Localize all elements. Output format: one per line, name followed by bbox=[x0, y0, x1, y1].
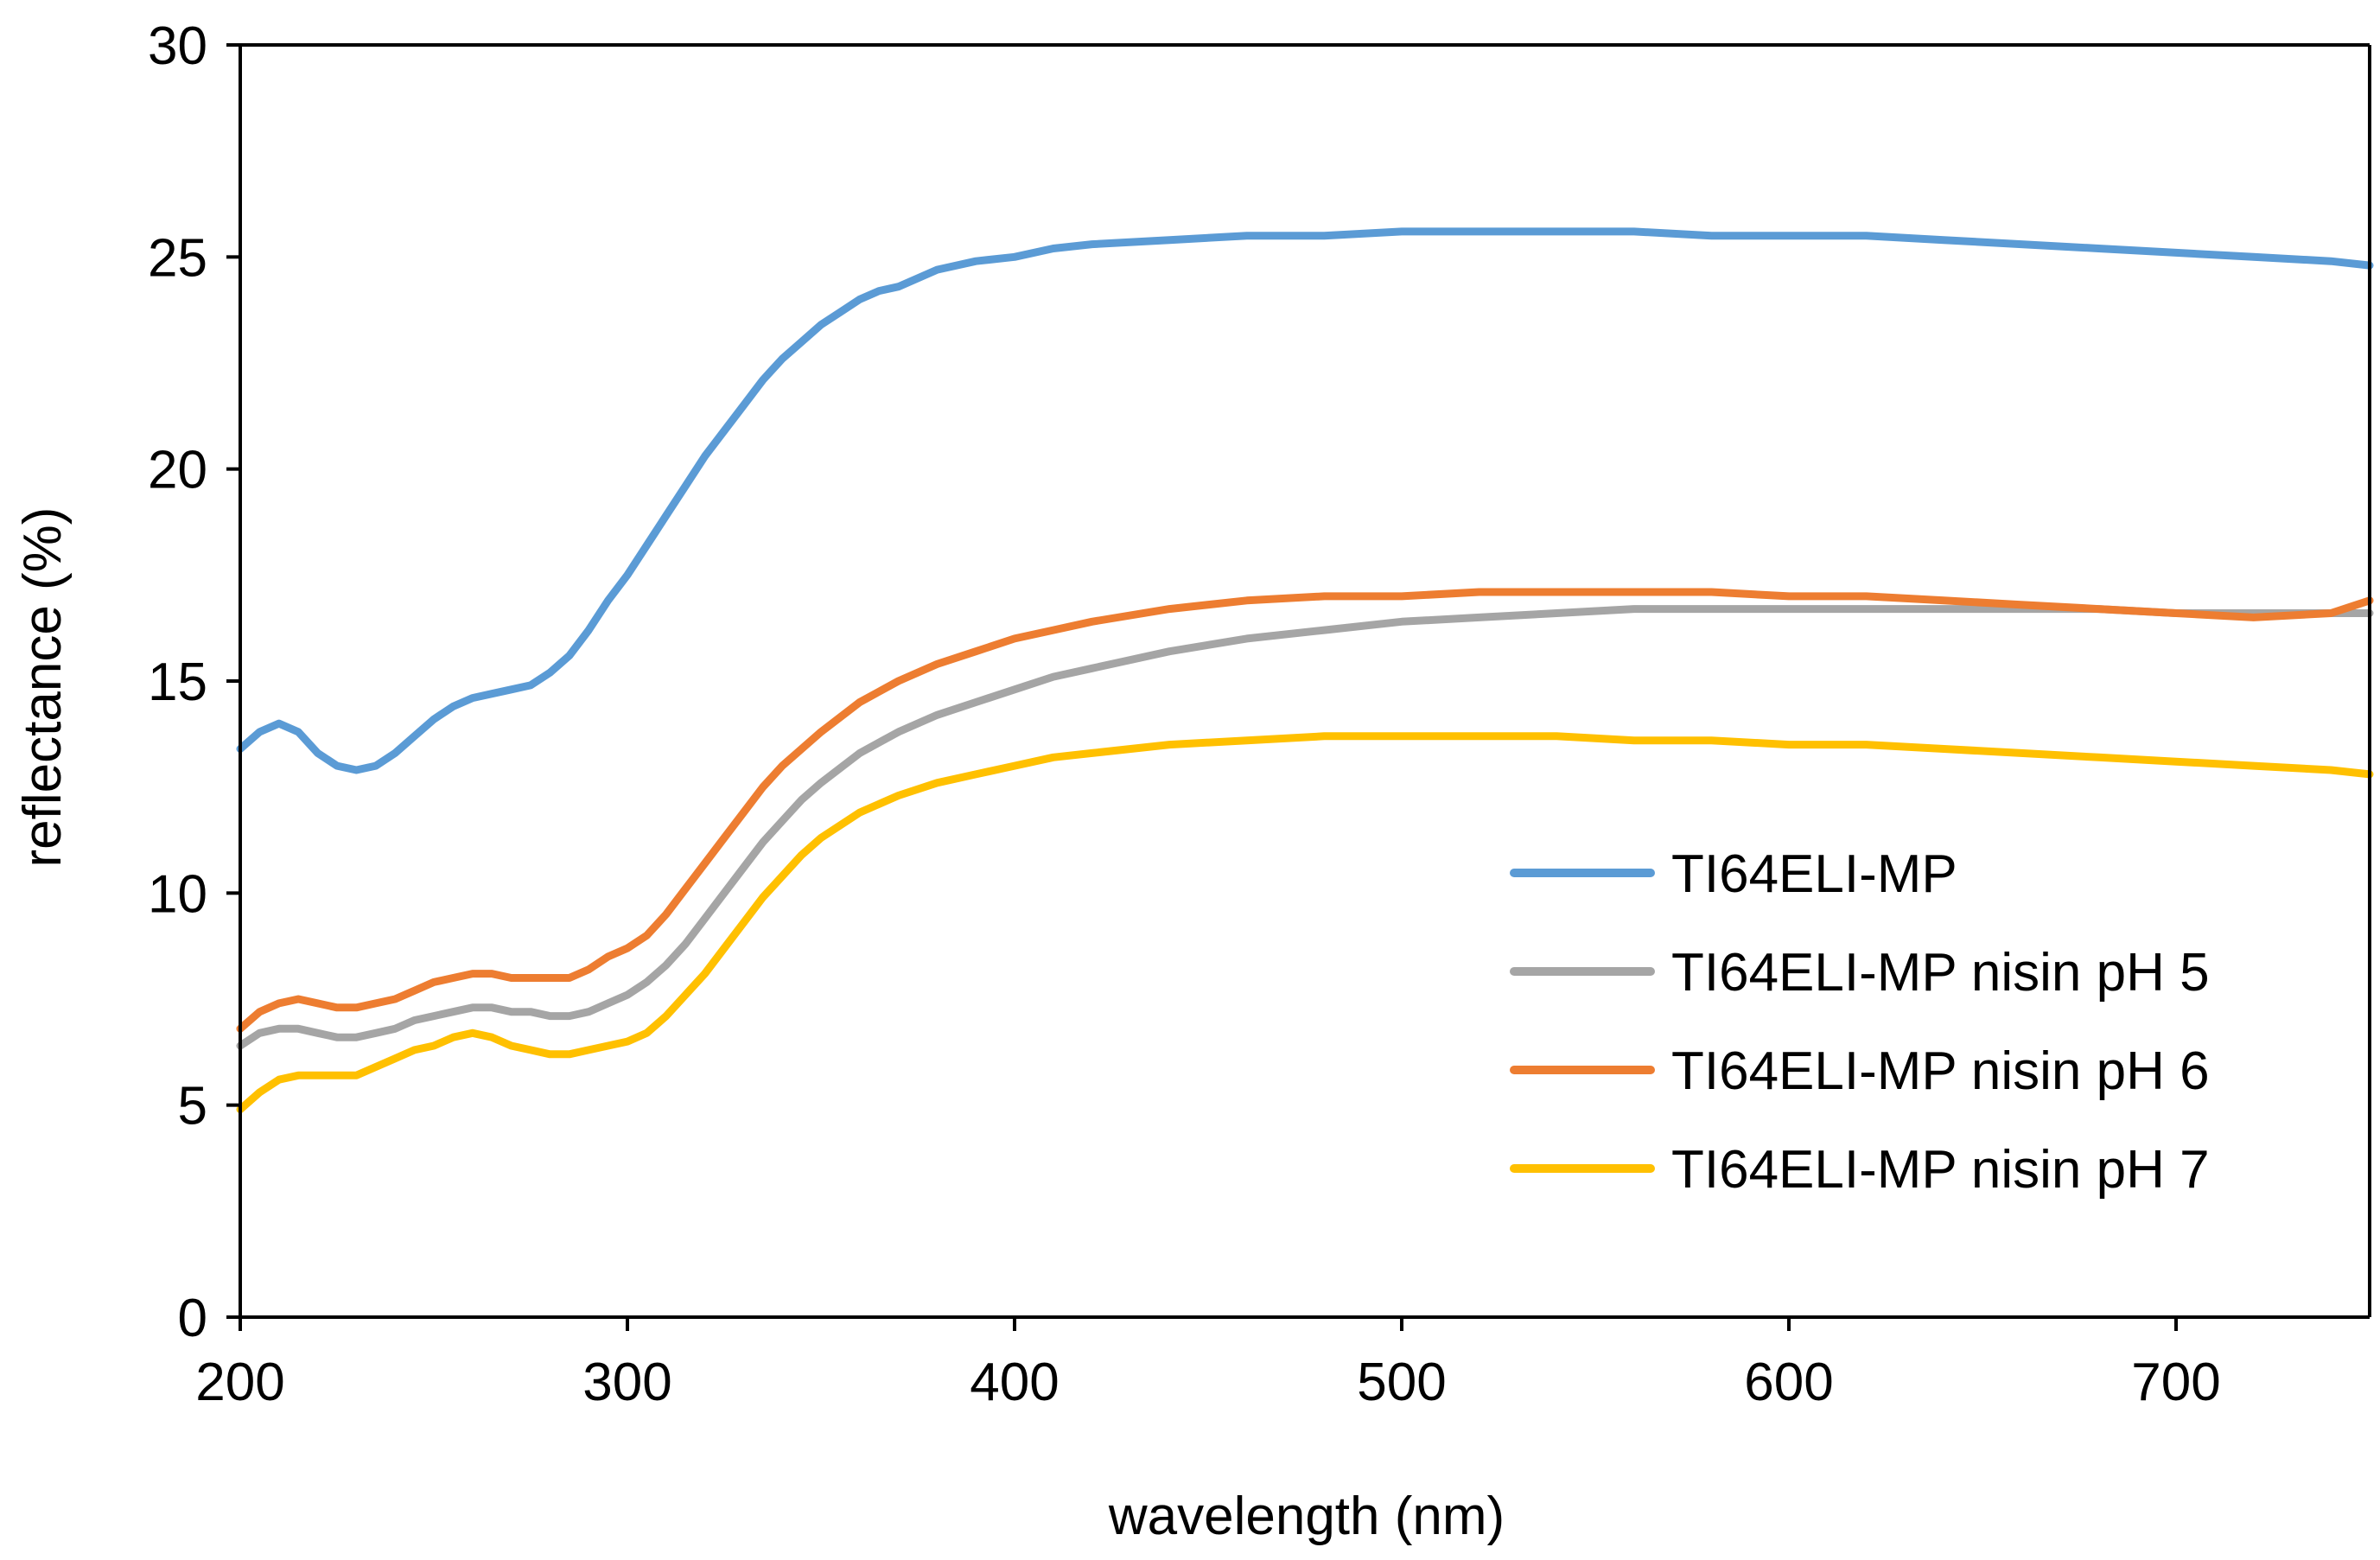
series-layer bbox=[236, 227, 2374, 1114]
series-line-3 bbox=[236, 588, 2374, 1033]
x-axis-title: wavelength (nm) bbox=[1108, 1487, 1505, 1546]
series-line-2 bbox=[236, 605, 2374, 1050]
y-axis-title: reflectance (%) bbox=[13, 507, 73, 868]
y-tick-label: 30 bbox=[148, 16, 207, 76]
y-tick-label: 0 bbox=[178, 1289, 207, 1348]
legend-label-4: TI64ELI-MP nisin pH 7 bbox=[1671, 1140, 2210, 1200]
y-tick-label: 10 bbox=[148, 864, 207, 924]
legend: TI64ELI-MP TI64ELI-MP nisin pH 5 TI64ELI-M… bbox=[1510, 844, 2210, 1200]
x-tick-label: 500 bbox=[1357, 1353, 1446, 1412]
x-tick-label: 400 bbox=[970, 1353, 1059, 1412]
y-tick-label: 25 bbox=[148, 228, 207, 288]
legend-label-3: TI64ELI-MP nisin pH 6 bbox=[1671, 1041, 2210, 1101]
legend-label-2: TI64ELI-MP nisin pH 5 bbox=[1671, 943, 2210, 1003]
x-tick-label: 700 bbox=[2131, 1353, 2220, 1412]
legend-label-1: TI64ELI-MP bbox=[1671, 844, 1957, 904]
x-tick-label: 300 bbox=[582, 1353, 671, 1412]
y-tick-label: 5 bbox=[178, 1077, 207, 1137]
series-line-1 bbox=[236, 227, 2374, 774]
ticks-layer: 0 5 10 15 20 25 30 200 300 400 500 600 700 bbox=[148, 16, 2221, 1412]
x-tick-label: 200 bbox=[195, 1353, 284, 1412]
y-tick-label: 15 bbox=[148, 653, 207, 712]
y-tick-label: 20 bbox=[148, 441, 207, 500]
series-line-4 bbox=[236, 732, 2374, 1114]
x-tick-label: 600 bbox=[1744, 1353, 1833, 1412]
